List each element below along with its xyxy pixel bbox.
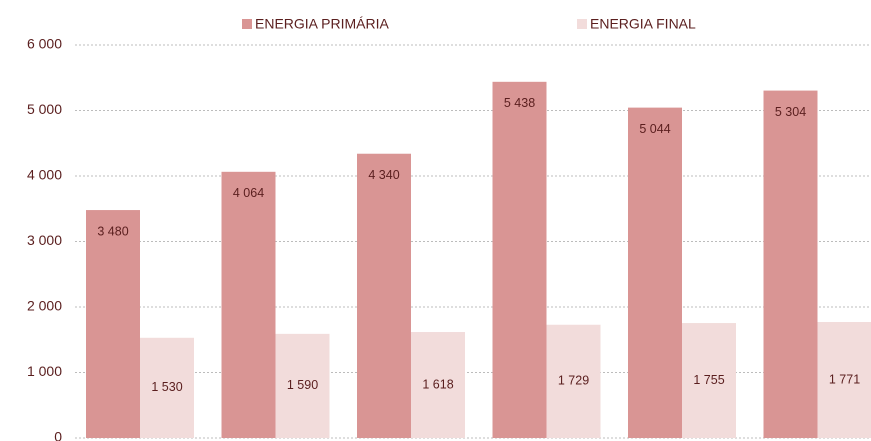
bar [275,333,330,438]
bar [411,332,465,438]
bar [817,321,871,438]
value-label: 1 771 [829,372,860,386]
value-label: 4 340 [368,168,399,182]
bar [628,107,682,439]
bar [682,323,736,438]
value-label: 4 064 [233,186,264,200]
y-tick-label: 4 000 [27,167,62,183]
bar [140,337,194,438]
legend-swatch [577,19,587,29]
y-tick-label: 0 [54,429,62,441]
value-label: 5 438 [504,96,535,110]
y-tick-label: 1 000 [27,363,62,379]
value-label: 5 304 [775,105,806,119]
value-label: 1 530 [151,380,182,394]
value-label: 1 729 [558,374,589,388]
bar [86,210,140,438]
legend-swatch [242,19,252,29]
y-tick-label: 6 000 [27,36,62,52]
value-label: 1 590 [287,378,318,392]
bar [546,324,601,438]
value-label: 3 480 [97,224,128,238]
value-label: 1 755 [693,373,724,387]
bar [763,90,818,438]
bar [221,171,276,439]
value-label: 5 044 [639,122,670,136]
value-label: 1 618 [422,377,453,391]
bar [492,81,547,438]
legend-label: ENERGIA FINAL [590,16,696,32]
y-tick-label: 5 000 [27,101,62,117]
legend-label: ENERGIA PRIMÁRIA [255,16,389,32]
bar [357,153,411,439]
y-tick-label: 2 000 [27,298,62,314]
y-tick-label: 3 000 [27,232,62,248]
